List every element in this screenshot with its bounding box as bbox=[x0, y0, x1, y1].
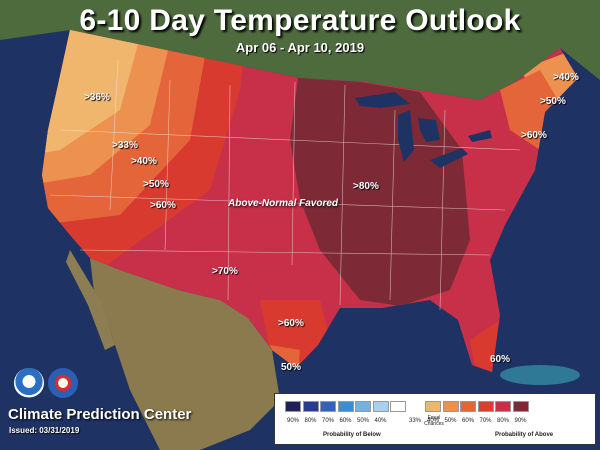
category-33-west bbox=[42, 30, 150, 160]
nws-logo-icon bbox=[48, 368, 78, 398]
legend-below-1-swatch bbox=[302, 401, 319, 412]
equal-chances-label: Equal Chances bbox=[424, 415, 444, 427]
legend-above-1-pct-label: 50% bbox=[444, 418, 457, 424]
legend-above-0-swatch bbox=[425, 401, 441, 412]
baja-land bbox=[66, 250, 115, 350]
great-lakes bbox=[355, 92, 492, 168]
region-label-nv40: >40% bbox=[131, 156, 157, 167]
legend-above-0-pct-label: 40% bbox=[426, 418, 439, 424]
region-label-me40: >40% bbox=[553, 72, 579, 83]
date-range: Apr 06 - Apr 10, 2019 bbox=[235, 40, 365, 55]
region-label-tx60: >60% bbox=[278, 318, 304, 329]
region-label-mid80: >80% bbox=[353, 181, 379, 192]
legend-above-4-pct-label: 80% bbox=[496, 418, 509, 424]
legend-above-3-pct-label: 70% bbox=[479, 418, 492, 424]
legend-below-2-swatch bbox=[320, 401, 336, 412]
legend-above-1-swatch bbox=[442, 401, 459, 412]
legend-above-label: Probability of Above bbox=[495, 432, 554, 438]
region-label-sw70: >70% bbox=[212, 266, 238, 277]
region-label-tx50: 50% bbox=[281, 362, 302, 373]
legend-above-5-swatch bbox=[512, 401, 529, 412]
category-50-texas bbox=[270, 345, 300, 372]
legend-above-2-pct-label: 60% bbox=[461, 418, 474, 424]
mexico-land bbox=[90, 258, 280, 450]
legend-below-2-pct-label: 70% bbox=[321, 418, 334, 424]
map-title: 6-10 Day Temperature Outlook bbox=[79, 4, 521, 37]
legend-below-5-swatch bbox=[372, 401, 389, 412]
bahamas-shallows bbox=[500, 365, 580, 385]
probability-legend: 90% 80% 70% 60% 50% 40% 33% 40% 50% 60% 70% 80% 90% … bbox=[274, 393, 596, 445]
canada-land bbox=[0, 0, 600, 100]
legend-above-5-pct-label: 90% bbox=[514, 418, 527, 424]
region-label-ne50: >50% bbox=[540, 96, 566, 107]
region-label-nv50: >50% bbox=[143, 179, 169, 190]
legend-below-0-swatch bbox=[285, 401, 301, 412]
legend-below-1-pct-label: 80% bbox=[304, 418, 317, 424]
legend-below-4-swatch bbox=[355, 401, 371, 412]
legend-below-3-swatch bbox=[337, 401, 354, 412]
legend-below-4-pct-label: 50% bbox=[356, 418, 369, 424]
legend-equal-swatch bbox=[390, 401, 406, 412]
noaa-logo-icon bbox=[14, 368, 44, 398]
legend-below-3-pct-label: 60% bbox=[339, 418, 352, 424]
region-label-ne60: >60% bbox=[521, 130, 547, 141]
issued-date: Issued: 03/31/2019 bbox=[9, 426, 80, 435]
region-label-ca60: >60% bbox=[150, 200, 176, 211]
legend-above-4-swatch bbox=[495, 401, 511, 412]
org-name: Climate Prediction Center bbox=[8, 406, 192, 423]
legend-below-label: Probability of Below bbox=[323, 432, 381, 438]
region-label-nw: >36% bbox=[84, 92, 110, 103]
legend-above-3-swatch bbox=[477, 401, 494, 412]
favored-annotation: Above-Normal Favored bbox=[228, 198, 339, 209]
legend-below-0-pct-label: 90% bbox=[286, 418, 299, 424]
category-60-florida bbox=[470, 320, 500, 372]
legend-above-2-swatch bbox=[460, 401, 476, 412]
legend-below-5-pct-label: 40% bbox=[374, 418, 387, 424]
state-borders bbox=[49, 59, 521, 311]
region-label-or: >33% bbox=[112, 140, 138, 151]
region-label-fl60: 60% bbox=[490, 354, 511, 365]
legend-middle-pct-label: 33% bbox=[408, 418, 421, 424]
